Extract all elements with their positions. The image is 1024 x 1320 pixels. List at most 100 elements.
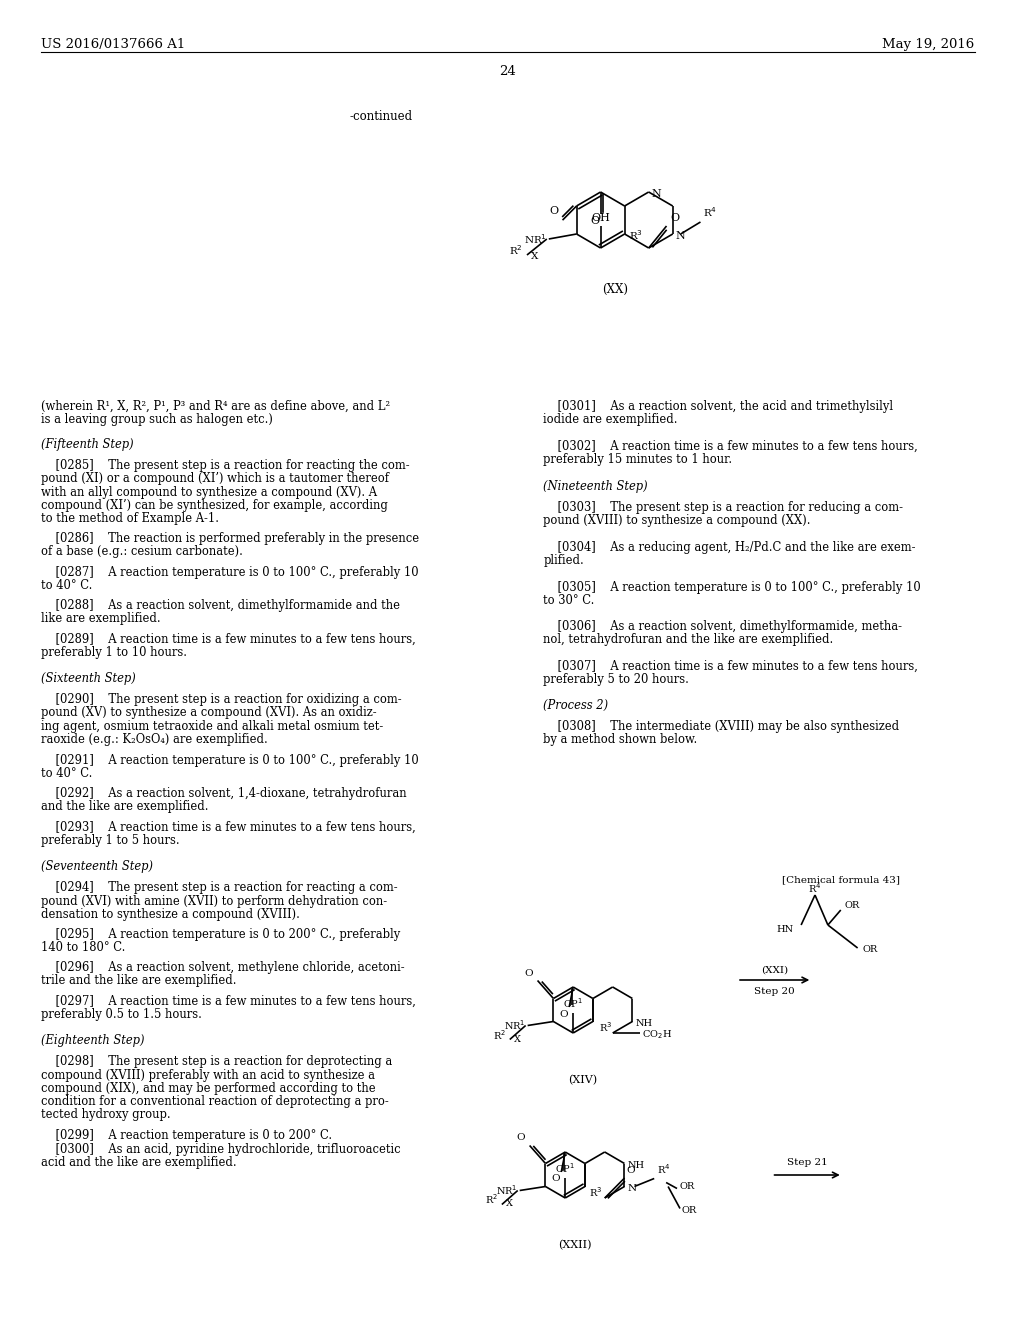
Text: [0298]    The present step is a reaction for deprotecting a: [0298] The present step is a reaction fo…: [41, 1056, 392, 1068]
Text: (XX): (XX): [602, 282, 628, 296]
Text: [0302]    A reaction time is a few minutes to a few tens hours,: [0302] A reaction time is a few minutes …: [543, 440, 918, 453]
Text: acid and the like are exemplified.: acid and the like are exemplified.: [41, 1156, 237, 1170]
Text: compound (XI’) can be synthesized, for example, according: compound (XI’) can be synthesized, for e…: [41, 499, 387, 512]
Text: (Seventeenth Step): (Seventeenth Step): [41, 861, 153, 873]
Text: (Eighteenth Step): (Eighteenth Step): [41, 1035, 144, 1047]
Text: (XXI): (XXI): [761, 966, 788, 975]
Text: [0304]    As a reducing agent, H₂/Pd.C and the like are exem-: [0304] As a reducing agent, H₂/Pd.C and …: [543, 541, 915, 554]
Text: OR: OR: [679, 1181, 694, 1191]
Text: [0306]    As a reaction solvent, dimethylformamide, metha-: [0306] As a reaction solvent, dimethylfo…: [543, 620, 902, 634]
Text: [0287]    A reaction temperature is 0 to 100° C., preferably 10: [0287] A reaction temperature is 0 to 10…: [41, 565, 418, 578]
Text: to the method of Example A-1.: to the method of Example A-1.: [41, 512, 218, 525]
Text: pound (XVI) with amine (XVII) to perform dehydration con-: pound (XVI) with amine (XVII) to perform…: [41, 895, 387, 908]
Text: NR$^1$: NR$^1$: [504, 1019, 525, 1032]
Text: to 40° C.: to 40° C.: [41, 579, 92, 591]
Text: OP$^1$: OP$^1$: [555, 1162, 575, 1175]
Text: 140 to 180° C.: 140 to 180° C.: [41, 941, 125, 954]
Text: N: N: [651, 189, 662, 199]
Text: (Sixteenth Step): (Sixteenth Step): [41, 672, 135, 685]
Text: pound (XVIII) to synthesize a compound (XX).: pound (XVIII) to synthesize a compound (…: [543, 515, 811, 528]
Text: [0305]    A reaction temperature is 0 to 100° C., preferably 10: [0305] A reaction temperature is 0 to 10…: [543, 581, 921, 594]
Text: by a method shown below.: by a method shown below.: [543, 734, 697, 747]
Text: preferably 1 to 10 hours.: preferably 1 to 10 hours.: [41, 645, 186, 659]
Text: preferably 5 to 20 hours.: preferably 5 to 20 hours.: [543, 673, 689, 686]
Text: O: O: [524, 969, 532, 978]
Text: [0288]    As a reaction solvent, dimethylformamide and the: [0288] As a reaction solvent, dimethylfo…: [41, 599, 399, 612]
Text: R$^2$: R$^2$: [509, 243, 523, 257]
Text: pound (XV) to synthesize a compound (XVI). As an oxidiz-: pound (XV) to synthesize a compound (XVI…: [41, 706, 376, 719]
Text: and the like are exemplified.: and the like are exemplified.: [41, 800, 208, 813]
Text: N: N: [628, 1184, 637, 1193]
Text: condition for a conventional reaction of deprotecting a pro-: condition for a conventional reaction of…: [41, 1096, 388, 1109]
Text: HN: HN: [776, 925, 794, 935]
Text: [0300]    As an acid, pyridine hydrochloride, trifluoroacetic: [0300] As an acid, pyridine hydrochlorid…: [41, 1143, 400, 1156]
Text: NR$^1$: NR$^1$: [496, 1184, 518, 1197]
Text: [0290]    The present step is a reaction for oxidizing a com-: [0290] The present step is a reaction fo…: [41, 693, 401, 706]
Text: to 30° C.: to 30° C.: [543, 594, 595, 607]
Text: NH: NH: [628, 1162, 644, 1170]
Text: OR: OR: [862, 945, 878, 954]
Text: R$^4$: R$^4$: [657, 1162, 671, 1176]
Text: densation to synthesize a compound (XVIII).: densation to synthesize a compound (XVII…: [41, 908, 299, 921]
Text: with an allyl compound to synthesize a compound (XV). A: with an allyl compound to synthesize a c…: [41, 486, 377, 499]
Text: O: O: [559, 1010, 567, 1019]
Text: [0307]    A reaction time is a few minutes to a few tens hours,: [0307] A reaction time is a few minutes …: [543, 660, 919, 673]
Text: (XXII): (XXII): [558, 1239, 592, 1250]
Text: (Nineteenth Step): (Nineteenth Step): [543, 480, 648, 492]
Text: R$^3$: R$^3$: [589, 1185, 602, 1200]
Text: raoxide (e.g.: K₂OsO₄) are exemplified.: raoxide (e.g.: K₂OsO₄) are exemplified.: [41, 733, 267, 746]
Text: [0295]    A reaction temperature is 0 to 200° C., preferably: [0295] A reaction temperature is 0 to 20…: [41, 928, 399, 941]
Text: [0303]    The present step is a reaction for reducing a com-: [0303] The present step is a reaction fo…: [543, 502, 903, 515]
Text: [0285]    The present step is a reaction for reacting the com-: [0285] The present step is a reaction fo…: [41, 459, 410, 473]
Text: of a base (e.g.: cesium carbonate).: of a base (e.g.: cesium carbonate).: [41, 545, 243, 558]
Text: O: O: [671, 213, 680, 223]
Text: OR: OR: [845, 900, 860, 909]
Text: CO$_2$H: CO$_2$H: [642, 1028, 673, 1041]
Text: O: O: [550, 206, 558, 216]
Text: nol, tetrahydrofuran and the like are exemplified.: nol, tetrahydrofuran and the like are ex…: [543, 634, 834, 647]
Text: (wherein R¹, X, R², P¹, P³ and R⁴ are as define above, and L²: (wherein R¹, X, R², P¹, P³ and R⁴ are as…: [41, 400, 390, 413]
Text: R$^2$: R$^2$: [485, 1193, 498, 1206]
Text: [0292]    As a reaction solvent, 1,4-dioxane, tetrahydrofuran: [0292] As a reaction solvent, 1,4-dioxan…: [41, 787, 407, 800]
Text: US 2016/0137666 A1: US 2016/0137666 A1: [41, 38, 185, 51]
Text: NR$^1$: NR$^1$: [524, 232, 547, 246]
Text: [0291]    A reaction temperature is 0 to 100° C., preferably 10: [0291] A reaction temperature is 0 to 10…: [41, 754, 419, 767]
Text: (XIV): (XIV): [568, 1074, 598, 1085]
Text: [0289]    A reaction time is a few minutes to a few tens hours,: [0289] A reaction time is a few minutes …: [41, 632, 416, 645]
Text: [0299]    A reaction temperature is 0 to 200° C.: [0299] A reaction temperature is 0 to 20…: [41, 1129, 332, 1142]
Text: [0301]    As a reaction solvent, the acid and trimethylsilyl: [0301] As a reaction solvent, the acid a…: [543, 400, 893, 413]
Text: R$^3$: R$^3$: [599, 1020, 612, 1035]
Text: O: O: [516, 1134, 524, 1143]
Text: [0308]    The intermediate (XVIII) may be also synthesized: [0308] The intermediate (XVIII) may be a…: [543, 721, 899, 734]
Text: O: O: [590, 216, 599, 226]
Text: preferably 1 to 5 hours.: preferably 1 to 5 hours.: [41, 833, 179, 846]
Text: compound (XIX), and may be performed according to the: compound (XIX), and may be performed acc…: [41, 1082, 375, 1096]
Text: NH: NH: [635, 1019, 652, 1028]
Text: ing agent, osmium tetraoxide and alkali metal osmium tet-: ing agent, osmium tetraoxide and alkali …: [41, 719, 383, 733]
Text: [0293]    A reaction time is a few minutes to a few tens hours,: [0293] A reaction time is a few minutes …: [41, 820, 416, 833]
Text: trile and the like are exemplified.: trile and the like are exemplified.: [41, 974, 237, 987]
Text: Step 20: Step 20: [755, 987, 795, 997]
Text: preferably 0.5 to 1.5 hours.: preferably 0.5 to 1.5 hours.: [41, 1007, 202, 1020]
Text: plified.: plified.: [543, 554, 584, 568]
Text: [0286]    The reaction is performed preferably in the presence: [0286] The reaction is performed prefera…: [41, 532, 419, 545]
Text: R$^4$: R$^4$: [808, 882, 821, 895]
Text: OH: OH: [591, 213, 610, 223]
Text: O: O: [627, 1166, 635, 1175]
Text: X: X: [514, 1035, 521, 1044]
Text: -continued: -continued: [349, 110, 413, 123]
Text: X: X: [530, 252, 539, 261]
Text: [0297]    A reaction time is a few minutes to a few tens hours,: [0297] A reaction time is a few minutes …: [41, 994, 416, 1007]
Text: [0296]    As a reaction solvent, methylene chloride, acetoni-: [0296] As a reaction solvent, methylene …: [41, 961, 404, 974]
Text: May 19, 2016: May 19, 2016: [883, 38, 975, 51]
Text: pound (XI) or a compound (XI’) which is a tautomer thereof: pound (XI) or a compound (XI’) which is …: [41, 473, 389, 486]
Text: 24: 24: [500, 65, 516, 78]
Text: (Process 2): (Process 2): [543, 700, 608, 711]
Text: [0294]    The present step is a reaction for reacting a com-: [0294] The present step is a reaction fo…: [41, 882, 397, 894]
Text: R$^4$: R$^4$: [703, 205, 718, 219]
Text: X: X: [506, 1200, 513, 1209]
Text: OP$^1$: OP$^1$: [563, 997, 584, 1010]
Text: Step 21: Step 21: [786, 1158, 827, 1167]
Text: (Fifteenth Step): (Fifteenth Step): [41, 438, 133, 451]
Text: preferably 15 minutes to 1 hour.: preferably 15 minutes to 1 hour.: [543, 453, 732, 466]
